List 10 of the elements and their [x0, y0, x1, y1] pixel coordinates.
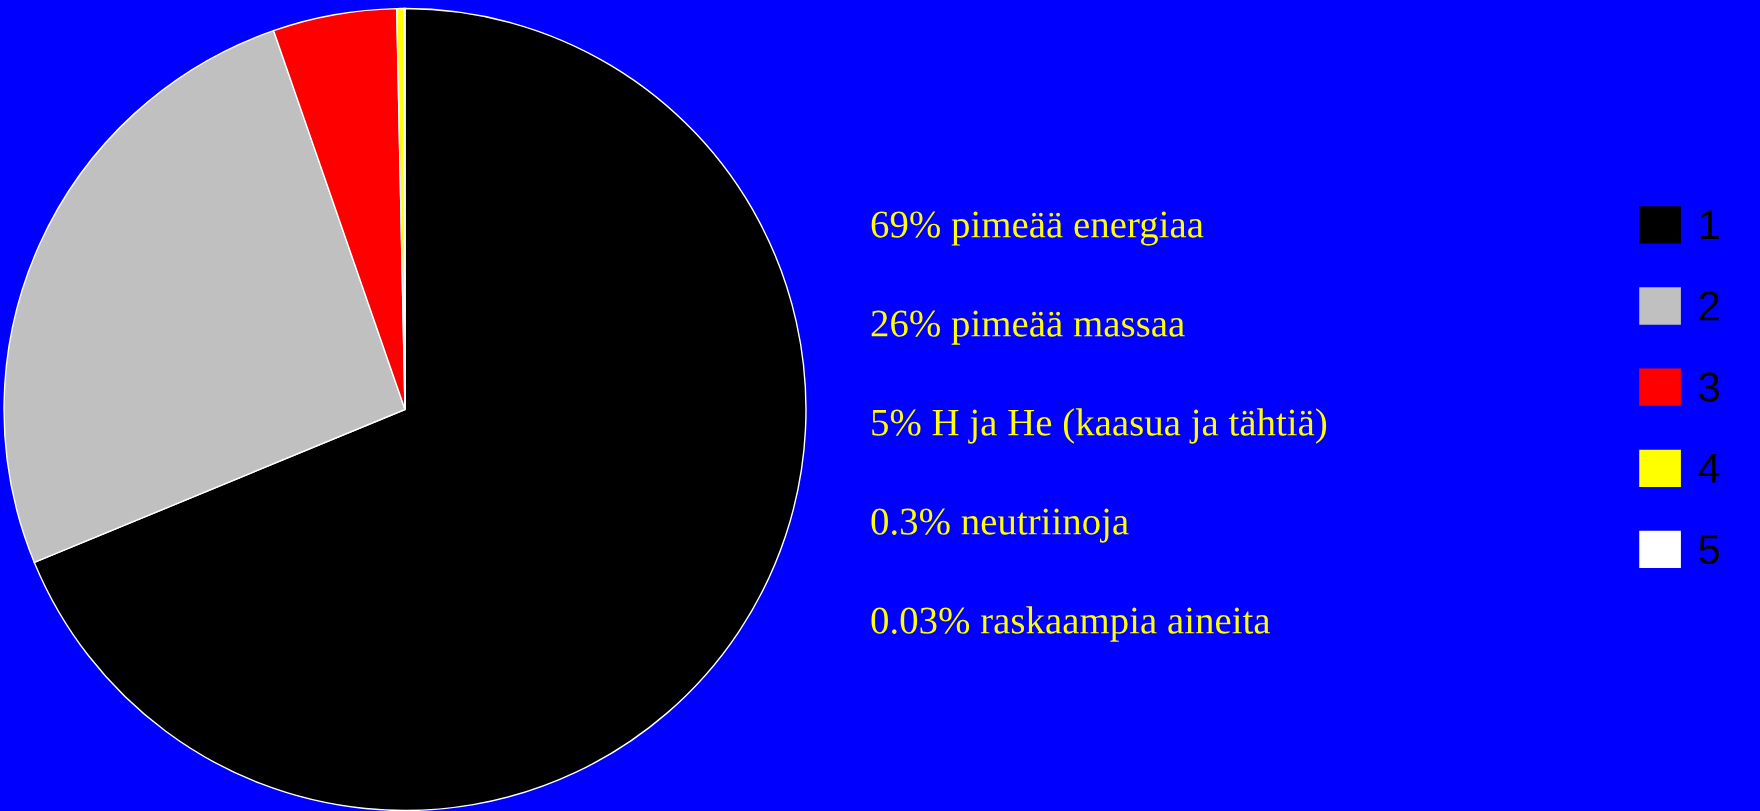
legend-label: 1 — [1700, 210, 1719, 240]
legend-label: 4 — [1698, 453, 1720, 483]
legend-label: 5 — [1699, 535, 1719, 565]
legend-label: 3 — [1699, 372, 1719, 402]
text: 0.03% raskaampia aineita — [871, 606, 1271, 642]
text: 26% pimeää massaa — [871, 310, 1185, 345]
text: 69% pimeää energiaa — [871, 211, 1204, 246]
text: 5% H ja He (kaasua ja tähtiä) — [872, 408, 1327, 444]
text: 0.3% neutriinoja — [871, 508, 1129, 543]
legend-label: 2 — [1699, 291, 1719, 321]
